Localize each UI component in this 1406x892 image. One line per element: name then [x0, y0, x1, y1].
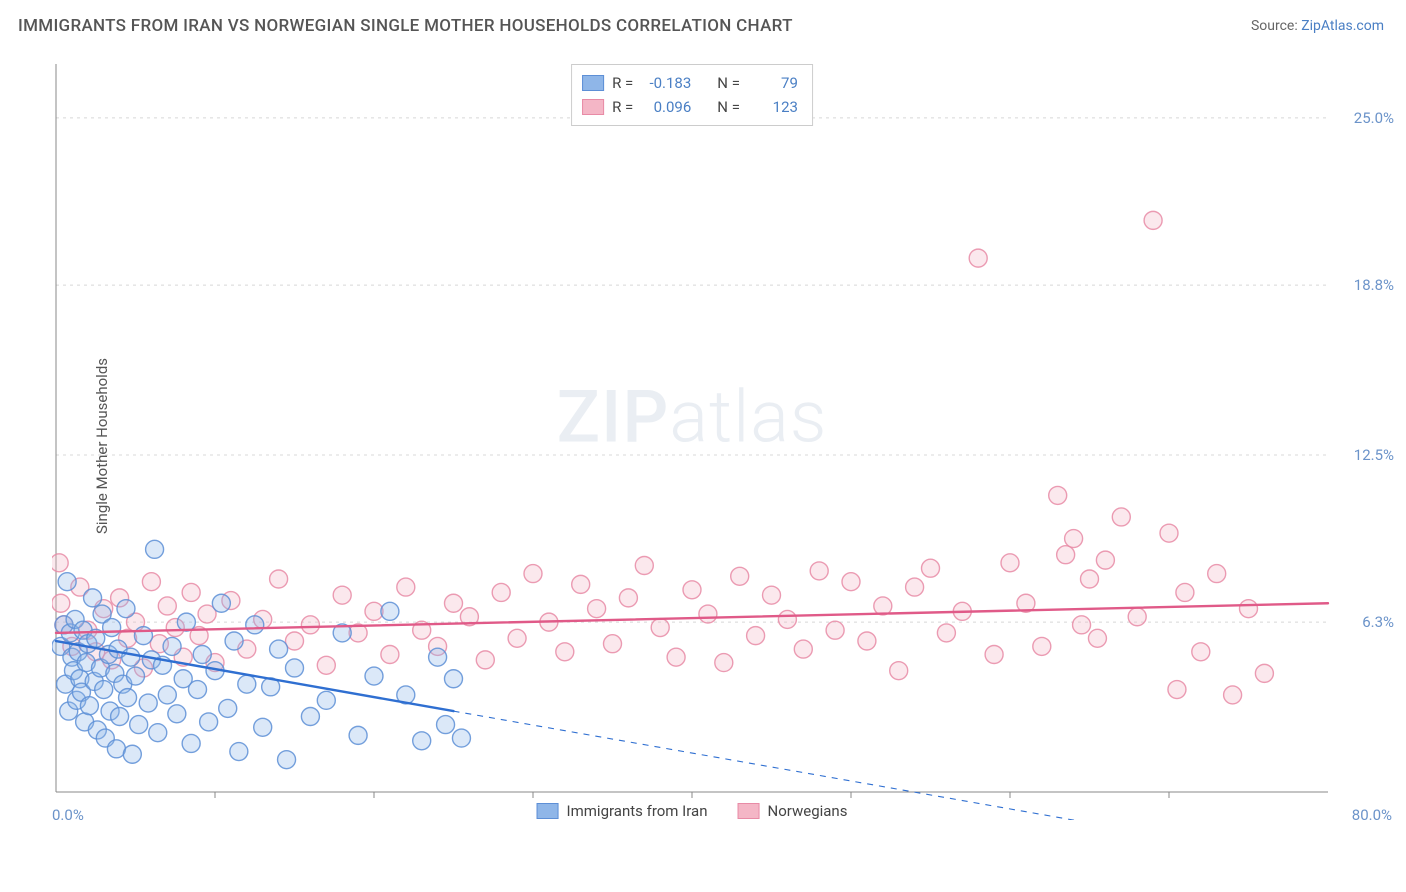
source-label: Source: [1251, 18, 1301, 34]
y-tick-label: 18.8% [1354, 276, 1394, 294]
legend-stats-row: R = -0.183 N = 79 [582, 71, 798, 95]
plot-svg [52, 60, 1332, 820]
legend-label: Norwegians [768, 802, 848, 820]
r-label: R = [612, 95, 633, 119]
x-axis-max-label: 80.0% [1352, 806, 1392, 824]
legend-stats-box: R = -0.183 N = 79 R = 0.096 N = 123 [571, 64, 813, 126]
chart-title: IMMIGRANTS FROM IRAN VS NORWEGIAN SINGLE… [18, 16, 793, 36]
n-label: N = [717, 71, 740, 95]
r-value: 0.096 [641, 95, 691, 119]
legend-swatch-pink [738, 803, 760, 819]
legend-swatch-blue [537, 803, 559, 819]
legend-swatch-blue [582, 75, 604, 91]
legend-item: Immigrants from Iran [537, 802, 708, 820]
source-attribution: Source: ZipAtlas.com [1251, 18, 1384, 34]
y-tick-label: 6.3% [1362, 613, 1394, 631]
r-value: -0.183 [641, 71, 691, 95]
r-label: R = [612, 71, 633, 95]
legend-label: Immigrants from Iran [567, 802, 708, 820]
y-tick-label: 25.0% [1354, 109, 1394, 127]
x-axis-min-label: 0.0% [52, 806, 84, 824]
legend-swatch-pink [582, 99, 604, 115]
n-label: N = [717, 95, 740, 119]
n-value: 123 [748, 95, 798, 119]
scatter-plot: ZIPatlas R = -0.183 N = 79 R = 0.096 N =… [52, 60, 1332, 820]
source-link[interactable]: ZipAtlas.com [1301, 18, 1384, 34]
legend-item: Norwegians [738, 802, 848, 820]
n-value: 79 [748, 71, 798, 95]
legend-bottom: Immigrants from Iran Norwegians [537, 802, 848, 820]
legend-stats-row: R = 0.096 N = 123 [582, 95, 798, 119]
y-tick-label: 12.5% [1354, 446, 1394, 464]
